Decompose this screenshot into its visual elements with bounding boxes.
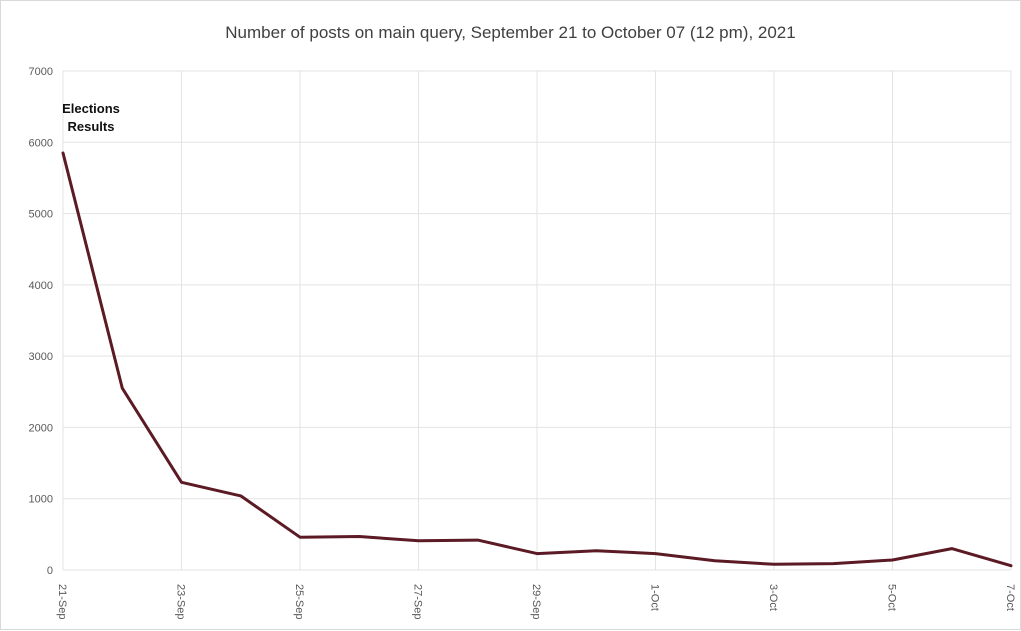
chart-title: Number of posts on main query, September… bbox=[225, 23, 796, 42]
y-tick-label: 4000 bbox=[29, 280, 53, 292]
y-tick-label: 6000 bbox=[29, 137, 53, 149]
y-tick-label: 1000 bbox=[29, 494, 53, 506]
x-tick-label: 1-Oct bbox=[649, 584, 661, 611]
x-tick-label: 23-Sep bbox=[175, 584, 187, 619]
y-tick-label: 2000 bbox=[29, 422, 53, 434]
y-tick-label: 3000 bbox=[29, 351, 53, 363]
x-tick-label: 5-Oct bbox=[886, 584, 898, 611]
y-tick-label: 0 bbox=[47, 565, 53, 577]
y-tick-label: 5000 bbox=[29, 209, 53, 221]
annotation-label: Elections Results bbox=[62, 101, 120, 134]
x-tick-label: 29-Sep bbox=[530, 584, 542, 619]
x-tick-label: 25-Sep bbox=[293, 584, 305, 619]
x-tick-label: 21-Sep bbox=[56, 584, 68, 619]
x-tick-label: 3-Oct bbox=[767, 584, 779, 611]
x-tick-label: 7-Oct bbox=[1004, 584, 1016, 611]
y-tick-label: 7000 bbox=[29, 66, 53, 78]
series-line bbox=[61, 151, 1013, 568]
x-tick-label: 27-Sep bbox=[412, 584, 424, 619]
